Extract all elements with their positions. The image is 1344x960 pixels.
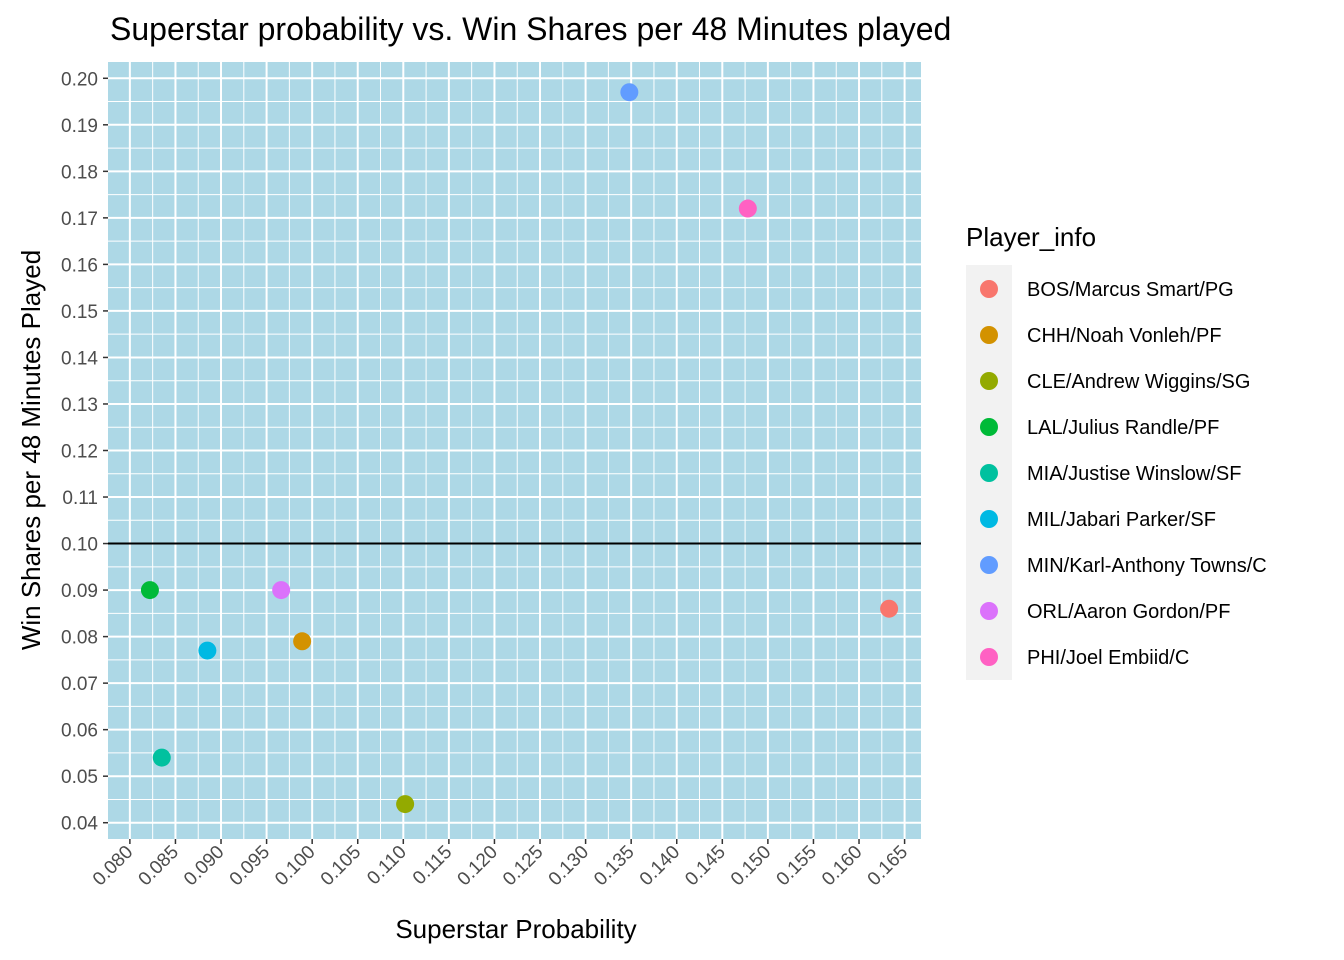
legend-label: BOS/Marcus Smart/PG — [1027, 279, 1234, 301]
legend-label: CHH/Noah Vonleh/PF — [1027, 325, 1222, 347]
legend-key — [980, 372, 998, 390]
y-tick-label: 0.06 — [61, 721, 98, 742]
x-tick-label: 0.115 — [409, 842, 456, 889]
y-tick-label: 0.17 — [61, 209, 98, 230]
x-tick-label: 0.125 — [499, 842, 547, 890]
legend-key — [980, 418, 998, 436]
legend-key — [980, 556, 998, 574]
y-tick-label: 0.10 — [61, 535, 98, 556]
x-axis: 0.0800.0850.0900.0950.1000.1050.1100.115… — [89, 839, 912, 890]
data-points — [140, 83, 899, 814]
data-point — [198, 641, 217, 660]
x-tick-label: 0.090 — [180, 842, 228, 890]
x-tick-label: 0.120 — [454, 842, 502, 890]
y-tick-label: 0.09 — [61, 581, 98, 602]
x-tick-label: 0.100 — [271, 842, 319, 890]
legend-label: PHI/Joel Embiid/C — [1027, 647, 1189, 669]
x-tick-label: 0.105 — [317, 842, 365, 890]
chart-title: Superstar probability vs. Win Shares per… — [110, 11, 951, 47]
data-point — [620, 83, 639, 102]
x-tick-label: 0.095 — [226, 842, 274, 890]
x-tick-label: 0.080 — [89, 842, 137, 890]
data-point — [738, 199, 757, 218]
x-tick-label: 0.130 — [545, 842, 593, 890]
legend-label: MIA/Justise Winslow/SF — [1027, 463, 1241, 485]
x-tick-label: 0.165 — [864, 842, 912, 890]
y-axis-title: Win Shares per 48 Minutes Played — [16, 250, 46, 650]
data-point — [140, 581, 159, 600]
x-axis-title: Superstar Probability — [395, 914, 636, 944]
y-tick-label: 0.20 — [61, 69, 98, 90]
y-tick-label: 0.11 — [62, 488, 98, 509]
legend-key — [980, 326, 998, 344]
legend-key — [980, 510, 998, 528]
x-tick-label: 0.140 — [636, 842, 684, 890]
y-tick-label: 0.15 — [61, 302, 98, 323]
x-tick-label: 0.110 — [363, 842, 410, 889]
y-tick-label: 0.18 — [61, 162, 98, 183]
x-tick-label: 0.085 — [135, 842, 183, 890]
y-axis: 0.04 0.05 0.06 0.07 0.08 0.09 0.10 0.11 0.12 0.13… — [61, 69, 108, 835]
x-tick-label: 0.150 — [727, 842, 775, 890]
data-point — [880, 599, 899, 618]
data-point — [272, 581, 291, 600]
legend-label: MIN/Karl-Anthony Towns/C — [1027, 555, 1267, 577]
x-tick-label: 0.135 — [590, 842, 638, 890]
y-tick-label: 0.07 — [61, 674, 98, 695]
y-tick-label: 0.05 — [61, 767, 98, 788]
y-tick-label: 0.19 — [61, 116, 98, 137]
legend-label: LAL/Julius Randle/PF — [1027, 417, 1219, 439]
legend-key — [980, 648, 998, 666]
data-point — [152, 748, 171, 767]
y-tick-label: 0.04 — [61, 814, 98, 835]
data-point — [396, 795, 415, 814]
x-tick-label: 0.145 — [681, 842, 729, 890]
y-tick-label: 0.12 — [61, 442, 98, 463]
legend-label: MIL/Jabari Parker/SF — [1027, 509, 1216, 531]
y-tick-label: 0.13 — [61, 395, 98, 416]
x-tick-label: 0.155 — [773, 842, 821, 890]
legend-key — [980, 602, 998, 620]
legend-key — [980, 280, 998, 298]
y-tick-label: 0.08 — [61, 628, 98, 649]
y-tick-label: 0.16 — [61, 255, 98, 276]
data-point — [293, 632, 312, 651]
legend-key — [980, 464, 998, 482]
legend-label: CLE/Andrew Wiggins/SG — [1027, 371, 1250, 393]
legend-title: Player_info — [966, 222, 1096, 252]
legend: BOS/Marcus Smart/PG CHH/Noah Vonleh/PF CLE… — [980, 279, 1267, 669]
legend-label: ORL/Aaron Gordon/PF — [1027, 601, 1230, 623]
y-tick-label: 0.14 — [61, 348, 98, 369]
x-tick-label: 0.160 — [818, 842, 866, 890]
